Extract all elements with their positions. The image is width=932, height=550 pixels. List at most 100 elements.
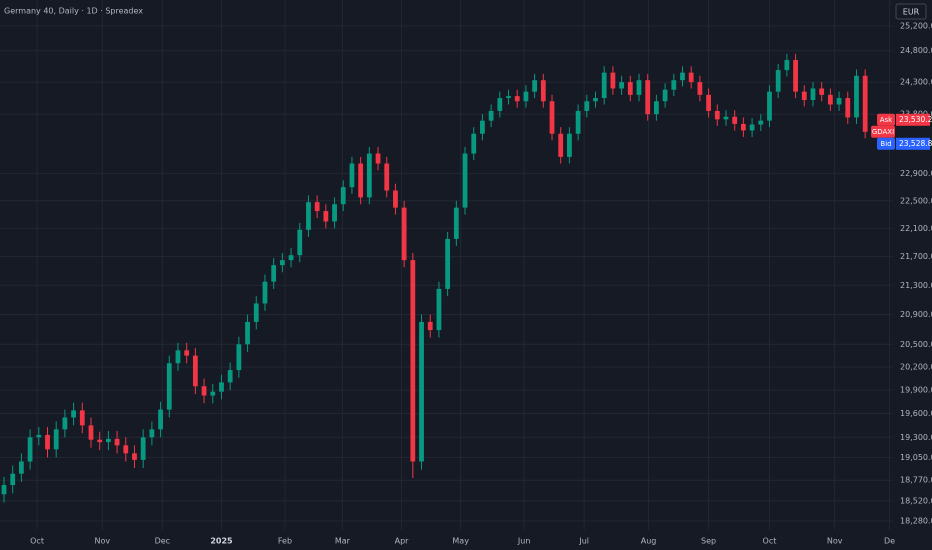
candle-body — [732, 116, 738, 124]
candle-body — [366, 153, 372, 198]
candle-body — [793, 60, 798, 92]
candle-body — [436, 288, 442, 331]
candle-body — [201, 386, 207, 396]
candle-body — [314, 202, 320, 212]
candle-body — [306, 202, 311, 230]
currency[interactable]: EUR — [903, 8, 920, 17]
x-tick-label: Dec — [155, 537, 170, 546]
candle-body — [584, 101, 590, 111]
candle-body — [784, 60, 790, 71]
x-tick-label: Oct — [30, 537, 44, 546]
price-tag-name: Bid — [880, 140, 891, 148]
candle-body — [45, 434, 50, 450]
candle-body — [593, 98, 598, 102]
y-tick-label: 22,100.0 — [900, 224, 932, 233]
y-tick-label: 19,050.0 — [900, 453, 932, 462]
y-tick-label: 19,300.0 — [900, 433, 932, 442]
candle-body — [462, 153, 468, 208]
candle-body — [662, 89, 668, 102]
candle-body — [506, 96, 511, 99]
candle-body — [740, 123, 746, 131]
price-tag-value-box — [896, 137, 930, 150]
x-tick-label: Jun — [517, 537, 531, 546]
candles — [1, 53, 868, 503]
candle-body — [358, 163, 364, 198]
candle-body — [775, 70, 781, 92]
candle-body — [523, 91, 529, 102]
y-tick-label: 22,900.0 — [900, 169, 932, 178]
candle-body — [706, 94, 711, 111]
candle-body — [88, 425, 94, 440]
candle-body — [862, 75, 868, 132]
y-tick-label: 20,200.0 — [900, 363, 932, 372]
candle-body — [62, 417, 68, 430]
candle-body — [854, 75, 859, 118]
y-tick-label: 24,800.0 — [900, 46, 932, 55]
candle-body — [105, 438, 111, 443]
price-axis: 25,200.024,800.024,300.023,800.022,900.0… — [30, 22, 932, 546]
candle-body — [71, 410, 76, 418]
candle-body — [427, 321, 433, 331]
candle-body — [384, 163, 390, 191]
candle-body — [532, 80, 538, 92]
candle-body — [323, 211, 329, 222]
candle-body — [540, 80, 546, 102]
candle-body — [219, 382, 224, 392]
x-tick-label: 2025 — [210, 537, 233, 546]
y-tick-label: 19,600.0 — [900, 409, 932, 418]
candle-body — [749, 124, 755, 131]
candle-body — [132, 453, 137, 460]
candle-body — [480, 120, 485, 134]
x-tick-label: De — [884, 537, 895, 546]
y-tick-label: 18,520.0 — [900, 496, 932, 505]
candle-body — [192, 355, 198, 387]
candle-body — [819, 88, 825, 95]
chart-title: Germany 40, Daily · 1D · Spreadex — [4, 7, 143, 16]
y-tick-label: 18,770.0 — [900, 476, 932, 485]
candle-body — [723, 116, 729, 120]
price-tag-value: 23,530.2 — [899, 115, 932, 124]
x-tick-label: Nov — [94, 537, 110, 546]
y-tick-label: 20,900.0 — [900, 310, 932, 319]
candle-body — [184, 350, 190, 356]
candle-body — [27, 437, 33, 462]
candle-body — [636, 80, 642, 95]
y-tick-label: 21,700.0 — [900, 252, 932, 261]
candle-body — [714, 110, 720, 120]
candle-body — [297, 229, 303, 256]
candle-body — [845, 98, 851, 118]
price-tag-box — [877, 113, 895, 126]
candle-body — [158, 409, 163, 430]
candle-body — [245, 321, 250, 345]
candle-body — [671, 80, 677, 90]
y-tick-label: 24,300.0 — [900, 78, 932, 87]
price-tag-name: Ask — [880, 116, 893, 124]
candle-body — [471, 133, 477, 154]
symbol-label: GDAXI — [872, 128, 894, 136]
x-tick-label: May — [452, 537, 469, 546]
candle-body — [645, 80, 651, 115]
y-tick-label: 22,500.0 — [900, 196, 932, 205]
candle-body — [175, 350, 181, 364]
candle-body — [262, 281, 268, 304]
candle-body — [688, 72, 694, 83]
candle-body — [619, 82, 624, 89]
candle-body — [654, 101, 659, 115]
candle-body — [827, 94, 833, 105]
candle-body — [53, 429, 59, 450]
grid — [0, 0, 893, 530]
currency-box[interactable] — [895, 3, 927, 20]
candle-body — [810, 88, 816, 100]
candle-body — [210, 391, 216, 396]
x-tick-label: Mar — [335, 537, 351, 546]
candle-body — [836, 98, 842, 105]
candle-body — [97, 439, 103, 443]
candle-body — [393, 190, 398, 208]
candle-body — [488, 110, 494, 121]
candle-body — [236, 344, 242, 371]
x-tick-label: Jul — [578, 537, 589, 546]
candle-body — [253, 303, 259, 322]
candle-body — [375, 153, 381, 164]
candle-body — [149, 429, 155, 438]
candle-body — [36, 434, 42, 438]
